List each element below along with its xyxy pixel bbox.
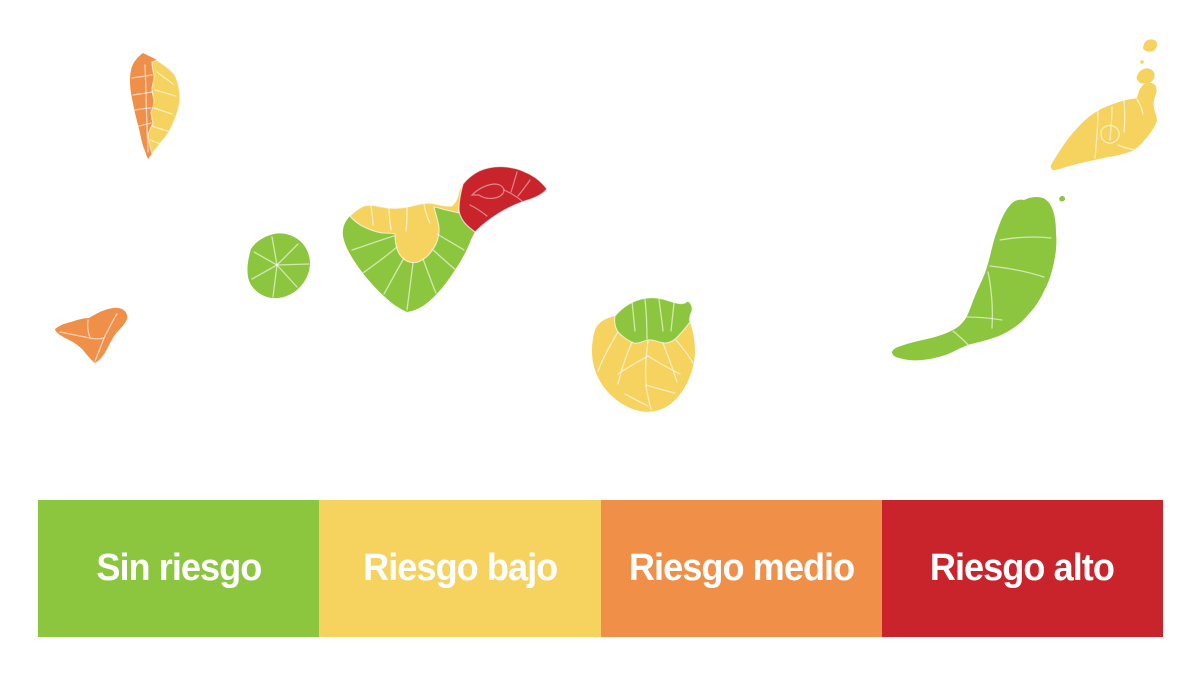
lobos-islet — [1059, 195, 1065, 202]
lanzarote-region — [1050, 82, 1157, 171]
fuerteventura-municipality-borders — [952, 236, 1052, 348]
island-la-palma — [130, 53, 181, 159]
la-gomera-municipality-borders — [251, 236, 310, 298]
risk-legend: Sin riesgo Riesgo bajo Riesgo medio Ries… — [38, 500, 1163, 637]
tenerife-municipality-borders — [351, 203, 465, 311]
island-tenerife — [342, 166, 548, 312]
legend-label-riesgo-medio: Riesgo medio — [628, 547, 854, 589]
legend-item-riesgo-bajo: Riesgo bajo — [319, 500, 601, 637]
alegranza-islet — [1143, 39, 1157, 52]
montana-clara-islet — [1140, 60, 1144, 64]
island-fuerteventura — [892, 195, 1065, 361]
fuerteventura-region — [892, 196, 1057, 361]
el-hierro-region — [55, 307, 128, 363]
legend-label-riesgo-bajo: Riesgo bajo — [362, 547, 558, 589]
legend-item-riesgo-medio: Riesgo medio — [600, 500, 882, 637]
tenerife-northeast-region — [458, 166, 548, 233]
la-palma-municipality-borders — [131, 64, 177, 153]
legend-label-riesgo-alto: Riesgo alto — [930, 547, 1115, 589]
island-lanzarote — [1050, 39, 1157, 171]
island-gran-canaria — [591, 297, 695, 412]
island-el-hierro — [55, 307, 128, 363]
la-graciosa-islet — [1136, 68, 1155, 84]
lanzarote-municipality-borders — [1094, 98, 1144, 159]
gran-canaria-municipality-borders — [597, 298, 694, 410]
tenerife-northeast-borders — [469, 171, 531, 217]
legend-item-riesgo-alto: Riesgo alto — [881, 500, 1163, 637]
legend-item-sin-riesgo: Sin riesgo — [38, 500, 320, 637]
island-la-gomera — [247, 233, 310, 299]
legend-label-sin-riesgo: Sin riesgo — [96, 547, 262, 589]
la-gomera-region — [247, 233, 310, 299]
el-hierro-municipality-borders — [59, 313, 118, 362]
